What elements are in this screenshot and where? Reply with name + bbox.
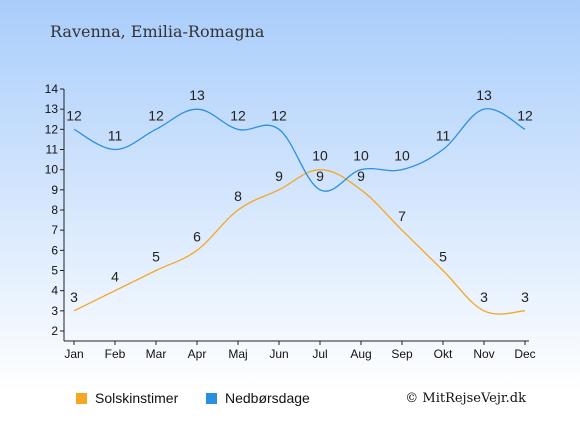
x-tick-label: Dec [514, 347, 535, 361]
y-tick-label: 5 [51, 264, 58, 278]
data-label-sun: 5 [439, 249, 447, 265]
y-tick-label: 13 [45, 102, 59, 116]
data-label-rain: 13 [476, 87, 492, 103]
data-label-sun: 5 [152, 249, 160, 265]
x-tick-label: Feb [105, 347, 126, 361]
data-label-rain: 10 [394, 148, 410, 164]
legend-label-sun: Solskinstimer [95, 390, 179, 406]
legend-label-rain: Nedbørsdage [225, 390, 310, 406]
y-tick-label: 2 [51, 324, 58, 338]
x-tick-label: Maj [228, 347, 247, 361]
y-tick-label: 6 [51, 243, 58, 257]
data-label-rain: 12 [66, 107, 82, 123]
x-tick-label: Apr [188, 347, 207, 361]
data-label-rain: 9 [316, 168, 324, 184]
x-tick-label: Nov [473, 347, 494, 361]
y-tick-label: 3 [51, 304, 58, 318]
x-tick-label: Aug [350, 347, 371, 361]
data-label-rain: 11 [436, 128, 451, 144]
legend-swatch-rain [206, 393, 217, 404]
y-tick-label: 10 [45, 163, 59, 177]
data-label-sun: 10 [312, 148, 328, 164]
legend: Solskinstimer Nedbørsdage [76, 390, 310, 406]
data-label-rain: 10 [353, 148, 369, 164]
x-tick-label: Okt [434, 347, 453, 361]
series-lines [73, 108, 526, 315]
data-label-sun: 3 [480, 289, 488, 305]
data-label-sun: 9 [357, 168, 365, 184]
data-label-rain: 12 [271, 107, 287, 123]
data-labels: 3 4 5 6 8 9 10 9 7 5 3 3 12 11 12 13 12 12 9 10 10 11 13 12 [66, 87, 533, 305]
data-label-rain: 13 [189, 87, 205, 103]
x-tick-label: Jul [312, 347, 327, 361]
series-line-rain [73, 108, 526, 192]
x-tick-label: Jan [64, 347, 83, 361]
credit: © MitRejseVejr.dk [405, 391, 526, 406]
y-tick-label: 12 [45, 122, 59, 136]
x-tick-label: Sep [391, 347, 413, 361]
x-tick-label: Jun [269, 347, 288, 361]
y-tick-label: 8 [51, 203, 58, 217]
data-label-rain: 12 [230, 107, 246, 123]
data-label-sun: 3 [521, 289, 529, 305]
x-tick-label: Mar [146, 347, 167, 361]
data-label-sun: 4 [111, 269, 119, 285]
legend-swatch-sun [76, 393, 87, 404]
chart-title: Ravenna, Emilia-Romagna [50, 22, 265, 41]
data-label-rain: 12 [148, 107, 164, 123]
data-label-sun: 8 [234, 188, 242, 204]
y-tick-label: 4 [51, 284, 58, 298]
series-line-sun [73, 169, 526, 315]
data-label-rain: 11 [108, 128, 123, 144]
y-tick-label: 11 [46, 143, 59, 157]
y-tick-label: 9 [51, 183, 58, 197]
y-tick-label: 7 [51, 223, 58, 237]
data-label-sun: 7 [398, 208, 406, 224]
y-tick-label: 14 [45, 82, 59, 96]
data-label-sun: 3 [70, 289, 78, 305]
data-label-rain: 12 [517, 107, 533, 123]
data-label-sun: 9 [275, 168, 283, 184]
data-label-sun: 6 [193, 228, 201, 244]
